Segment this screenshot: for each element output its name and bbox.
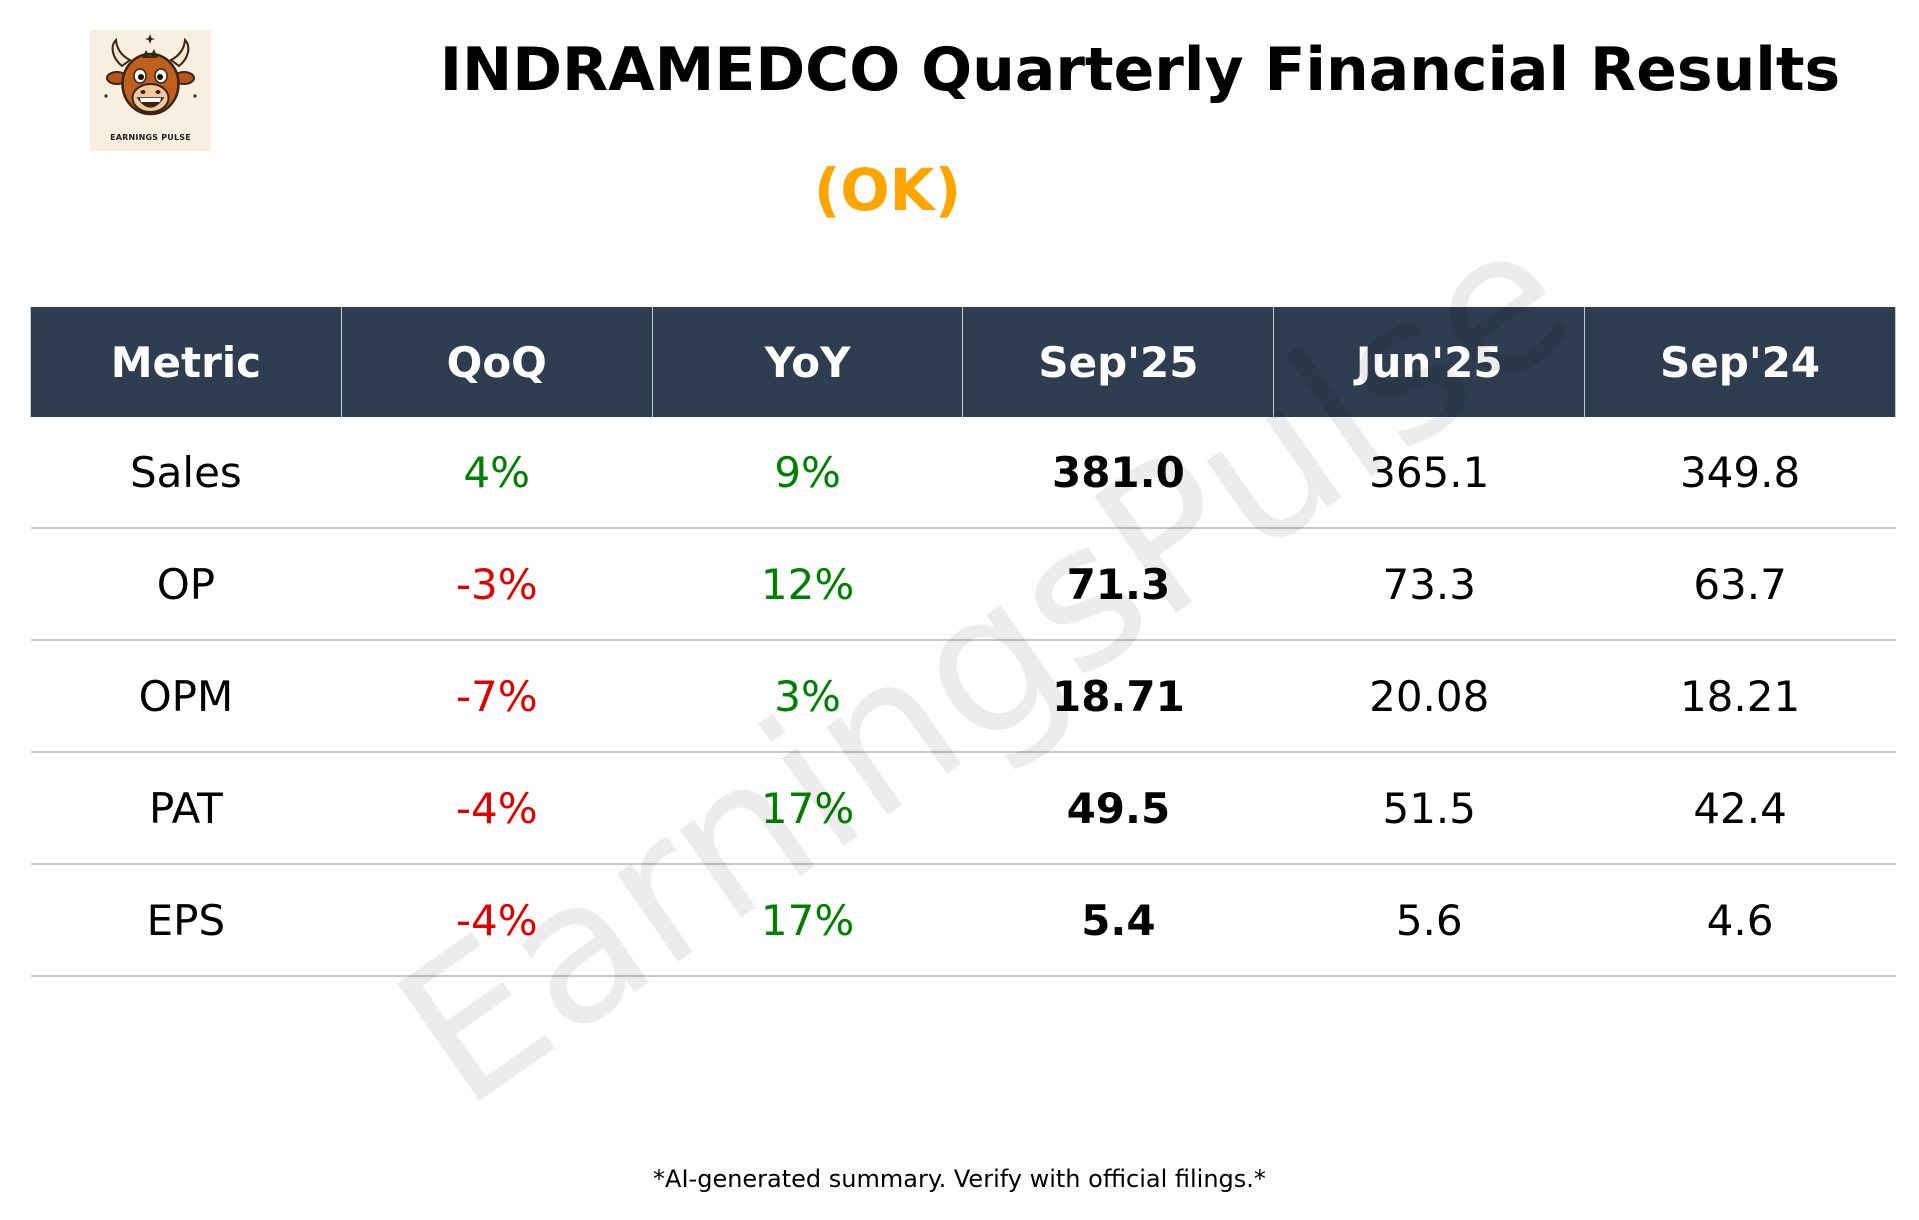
- table-row: EPS -4% 17% 5.4 5.6 4.6: [30, 864, 1896, 977]
- table-row: PAT -4% 17% 49.5 51.5 42.4: [30, 752, 1896, 865]
- status-badge: (OK): [813, 156, 962, 224]
- prev-quarter-cell: 20.08: [1273, 640, 1585, 753]
- qoq-cell: -4%: [341, 864, 653, 977]
- header-year-ago-quarter: Sep'24: [1584, 307, 1896, 417]
- metric-cell: Sales: [30, 417, 342, 529]
- qoq-cell: -4%: [341, 752, 653, 865]
- bull-mascot-icon: [104, 34, 197, 116]
- metric-cell: OP: [30, 528, 342, 641]
- prev-quarter-cell: 73.3: [1273, 528, 1585, 641]
- prev-year-cell: 349.8: [1584, 417, 1896, 529]
- qoq-cell: -3%: [341, 528, 653, 641]
- disclaimer-footer: *AI-generated summary. Verify with offic…: [653, 1165, 1266, 1193]
- yoy-cell: 17%: [652, 864, 963, 977]
- yoy-cell: 17%: [652, 752, 963, 865]
- yoy-cell: 12%: [652, 528, 963, 641]
- header-previous-quarter: Jun'25: [1273, 307, 1586, 417]
- metric-cell: PAT: [30, 752, 342, 865]
- logo: EARNINGS PULSE: [90, 30, 211, 151]
- prev-year-cell: 18.21: [1584, 640, 1896, 753]
- page-title: INDRAMEDCO Quarterly Financial Results: [439, 35, 1841, 105]
- header-current-quarter: Sep'25: [962, 307, 1275, 417]
- current-value-cell: 49.5: [962, 752, 1274, 865]
- metric-cell: OPM: [30, 640, 342, 753]
- prev-quarter-cell: 5.6: [1273, 864, 1585, 977]
- metric-cell: EPS: [30, 864, 342, 977]
- current-value-cell: 381.0: [962, 417, 1274, 529]
- yoy-cell: 3%: [652, 640, 963, 753]
- prev-quarter-cell: 51.5: [1273, 752, 1585, 865]
- table-row: Sales 4% 9% 381.0 365.1 349.8: [30, 417, 1896, 529]
- current-value-cell: 18.71: [962, 640, 1274, 753]
- table-row: OPM -7% 3% 18.71 20.08 18.21: [30, 640, 1896, 753]
- current-value-cell: 71.3: [962, 528, 1274, 641]
- header-yoy: YoY: [651, 307, 964, 417]
- table-row: OP -3% 12% 71.3 73.3 63.7: [30, 528, 1896, 641]
- table-header-row: Metric QoQ YoY Sep'25 Jun'25 Sep'24: [30, 307, 1896, 417]
- prev-year-cell: 63.7: [1584, 528, 1896, 641]
- prev-quarter-cell: 365.1: [1273, 417, 1585, 529]
- qoq-cell: 4%: [341, 417, 653, 529]
- qoq-cell: -7%: [341, 640, 653, 753]
- yoy-cell: 9%: [652, 417, 963, 529]
- header-qoq: QoQ: [340, 307, 653, 417]
- prev-year-cell: 4.6: [1584, 864, 1896, 977]
- prev-year-cell: 42.4: [1584, 752, 1896, 865]
- current-value-cell: 5.4: [962, 864, 1274, 977]
- logo-text: EARNINGS PULSE: [110, 133, 191, 142]
- results-table: Metric QoQ YoY Sep'25 Jun'25 Sep'24 Sale…: [30, 307, 1896, 977]
- header-metric: Metric: [30, 307, 342, 417]
